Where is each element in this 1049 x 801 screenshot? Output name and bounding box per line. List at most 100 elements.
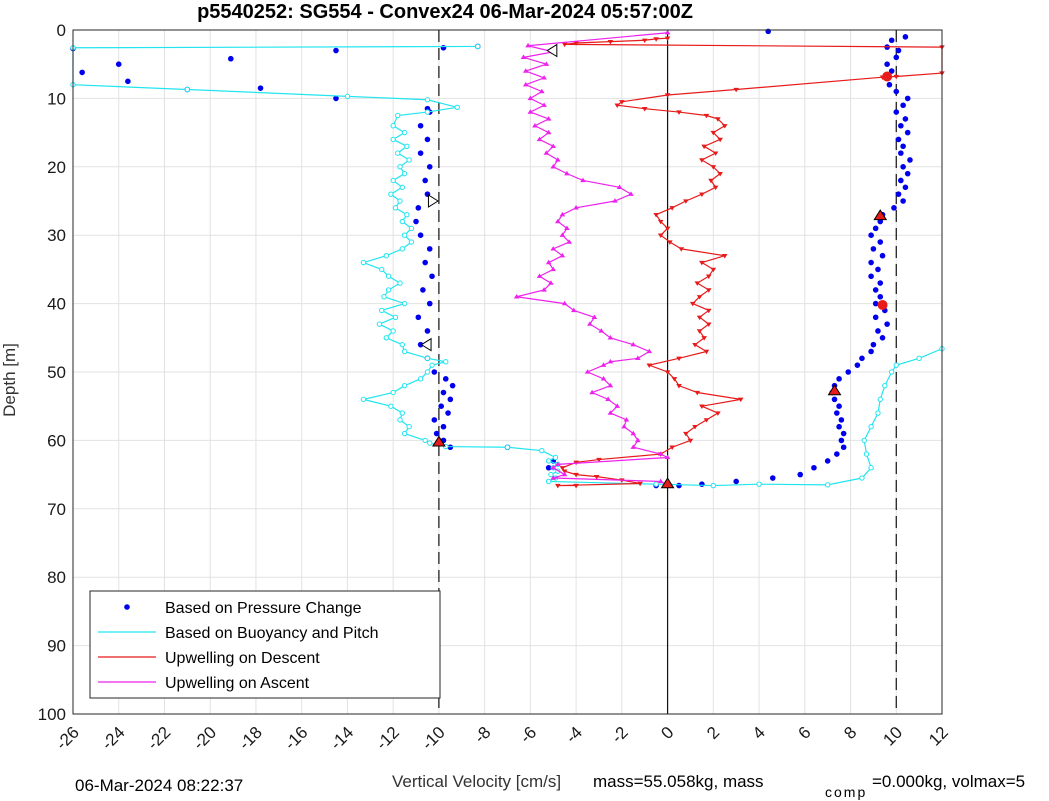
data-point-upwelling-on-descent-70	[561, 469, 568, 474]
data-point-based-on-buoyancy-and-pitch-77	[868, 424, 874, 430]
data-point-based-on-pressure-change-70	[676, 482, 682, 489]
special-marker-5	[827, 384, 842, 396]
y-tick-label-2: 20	[47, 158, 66, 177]
y-tick-label-10: 100	[38, 705, 66, 724]
data-point-based-on-pressure-change-31	[868, 232, 874, 238]
data-point-based-on-buoyancy-and-pitch-50	[360, 396, 367, 403]
series-layer	[70, 28, 945, 489]
data-point-based-on-pressure-change-12	[900, 102, 906, 109]
data-point-upwelling-on-ascent-63	[664, 454, 671, 460]
data-point-upwelling-on-ascent-30	[566, 239, 573, 244]
legend-label-0: Based on Pressure Change	[165, 600, 362, 617]
data-point-upwelling-on-ascent-18	[555, 157, 561, 162]
data-point-based-on-pressure-change-17	[895, 136, 902, 143]
data-point-upwelling-on-ascent-60	[635, 437, 641, 443]
data-point-based-on-pressure-change-58	[838, 417, 845, 423]
data-point-based-on-buoyancy-and-pitch-41	[399, 341, 406, 348]
data-point-upwelling-on-descent-17	[715, 117, 721, 122]
data-point-upwelling-on-ascent-34	[550, 266, 557, 272]
data-point-upwelling-on-descent-1	[653, 37, 659, 42]
data-point-based-on-buoyancy-and-pitch-54	[406, 424, 412, 430]
data-point-based-on-pressure-change-77	[433, 430, 440, 437]
data-point-upwelling-on-ascent-59	[630, 430, 637, 436]
data-point-upwelling-on-descent-58	[737, 397, 744, 403]
data-point-based-on-pressure-change-100	[422, 177, 428, 184]
data-point-upwelling-on-ascent-43	[598, 328, 605, 333]
data-point-upwelling-on-ascent-13	[532, 122, 538, 128]
data-point-based-on-pressure-change-0	[765, 28, 771, 35]
data-point-upwelling-on-ascent-46	[646, 348, 653, 354]
data-point-upwelling-on-ascent-66	[561, 471, 568, 477]
data-point-based-on-pressure-change-5	[893, 54, 900, 61]
data-point-upwelling-on-ascent-37	[541, 287, 547, 292]
data-point-upwelling-on-descent-3	[607, 39, 614, 45]
data-point-based-on-pressure-change-26	[900, 198, 906, 204]
data-point-based-on-buoyancy-and-pitch-28	[383, 253, 389, 259]
y-tick-label-9: 90	[47, 637, 66, 656]
data-point-based-on-pressure-change-27	[891, 205, 897, 211]
data-point-based-on-buoyancy-and-pitch-37	[392, 314, 399, 320]
data-point-upwelling-on-descent-65	[669, 445, 675, 451]
legend-label-2: Upwelling on Descent	[165, 650, 320, 667]
data-point-based-on-pressure-change-84	[449, 382, 456, 389]
data-point-based-on-pressure-change-96	[417, 232, 424, 238]
data-point-upwelling-on-ascent-0	[664, 29, 671, 35]
data-point-upwelling-on-ascent-41	[591, 314, 598, 319]
data-point-based-on-buoyancy-and-pitch-74	[868, 465, 874, 471]
data-point-upwelling-on-descent-23	[699, 158, 705, 163]
data-point-based-on-pressure-change-45	[875, 328, 881, 334]
data-point-upwelling-on-descent-45	[705, 308, 712, 314]
data-point-based-on-pressure-change-49	[859, 355, 865, 362]
data-point-upwelling-on-descent-67	[596, 457, 602, 463]
data-point-upwelling-on-ascent-19	[550, 164, 557, 169]
y-axis-label: Depth [m]	[0, 343, 19, 417]
data-point-upwelling-on-ascent-47	[635, 355, 641, 360]
data-point-upwelling-on-ascent-5	[522, 68, 529, 73]
data-point-based-on-pressure-change-39	[872, 287, 879, 293]
data-point-based-on-buoyancy-and-pitch-16	[401, 170, 408, 177]
footer-volmax-text: =0.000kg, volmax=5	[872, 772, 1025, 791]
data-point-upwelling-on-ascent-44	[607, 335, 614, 340]
data-point-based-on-buoyancy-and-pitch-12	[404, 143, 410, 149]
data-point-upwelling-on-descent-16	[703, 113, 710, 119]
data-point-based-on-buoyancy-and-pitch-79	[877, 396, 883, 403]
data-point-upwelling-on-descent-37	[721, 254, 728, 259]
data-point-based-on-buoyancy-and-pitch-30	[379, 266, 385, 273]
data-point-based-on-buoyancy-and-pitch-43	[424, 355, 431, 362]
data-point-based-on-pressure-change-64	[824, 458, 831, 464]
data-point-upwelling-on-ascent-55	[614, 403, 621, 408]
data-point-based-on-pressure-change-9	[886, 81, 893, 88]
data-point-upwelling-on-descent-19	[710, 130, 717, 136]
data-point-based-on-buoyancy-and-pitch-18	[399, 184, 406, 191]
data-point-upwelling-on-ascent-65	[550, 464, 557, 470]
data-point-based-on-pressure-change-18	[900, 143, 906, 150]
data-point-upwelling-on-ascent-48	[607, 358, 614, 364]
data-point-based-on-buoyancy-and-pitch-6	[454, 104, 460, 110]
series-upwelling-on-ascent	[513, 29, 671, 487]
data-point-based-on-buoyancy-and-pitch-31	[385, 273, 392, 279]
data-point-based-on-buoyancy-and-pitch-5	[424, 97, 431, 103]
data-point-based-on-buoyancy-and-pitch-19	[388, 191, 394, 197]
data-point-upwelling-on-ascent-33	[545, 259, 552, 265]
data-point-based-on-buoyancy-and-pitch-69	[653, 481, 659, 487]
data-point-upwelling-on-descent-56	[676, 384, 682, 389]
footer-timestamp: 06-Mar-2024 08:22:37	[75, 776, 243, 795]
y-tick-label-0: 0	[57, 21, 66, 40]
data-point-upwelling-on-ascent-16	[550, 143, 557, 148]
data-point-based-on-buoyancy-and-pitch-59	[504, 444, 511, 450]
special-marker-3	[431, 435, 446, 447]
data-point-upwelling-on-descent-36	[678, 247, 685, 252]
legend-label-3: Upwelling on Ascent	[165, 675, 310, 692]
data-point-based-on-buoyancy-and-pitch-17	[390, 177, 396, 184]
data-point-upwelling-on-descent-27	[712, 185, 719, 191]
legend-box	[89, 590, 441, 699]
data-point-based-on-pressure-change-32	[877, 239, 884, 245]
data-point-based-on-buoyancy-and-pitch-83	[916, 355, 922, 362]
data-point-based-on-buoyancy-and-pitch-26	[408, 239, 415, 245]
data-point-based-on-pressure-change-6	[884, 61, 890, 67]
data-point-based-on-buoyancy-and-pitch-21	[392, 205, 399, 211]
data-point-upwelling-on-ascent-31	[550, 246, 557, 251]
data-point-based-on-buoyancy-and-pitch-45	[429, 362, 435, 368]
data-point-upwelling-on-descent-38	[699, 260, 705, 266]
data-point-upwelling-on-descent-33	[664, 226, 671, 232]
